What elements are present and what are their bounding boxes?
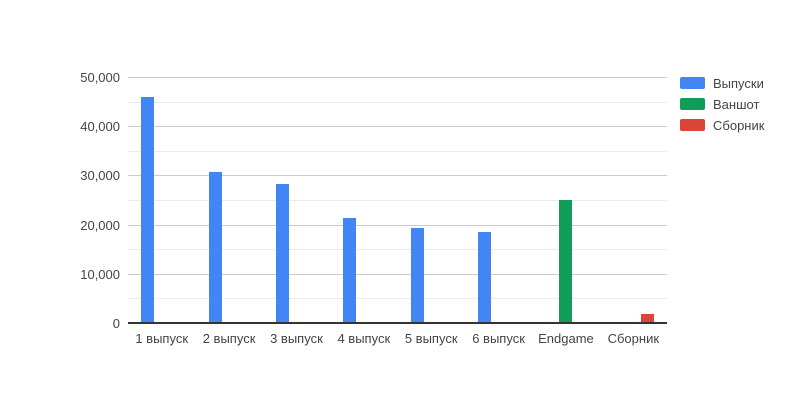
bar-Ваншот-Endgame[interactable] <box>559 200 573 323</box>
minor-gridline <box>128 249 667 251</box>
bar-Выпуски-2 выпуск[interactable] <box>208 171 222 323</box>
legend-swatch-icon <box>680 77 705 89</box>
y-tick-label: 40,000 <box>80 119 120 135</box>
y-tick-label: 20,000 <box>80 217 120 233</box>
plot-area <box>128 77 667 324</box>
x-tick-label: 3 выпуск <box>270 331 323 346</box>
major-gridline <box>128 126 667 128</box>
legend-label: Ваншот <box>713 96 760 112</box>
bar-Выпуски-3 выпуск[interactable] <box>275 184 289 323</box>
bar-Выпуски-6 выпуск[interactable] <box>478 232 492 323</box>
bar-Выпуски-1 выпуск[interactable] <box>141 97 155 323</box>
bar-Сборник-Сборник[interactable] <box>640 314 654 323</box>
legend-item-Ваншот[interactable]: Ваншот <box>680 94 764 114</box>
major-gridline <box>128 273 667 275</box>
x-tick-label: 1 выпуск <box>135 331 189 346</box>
legend-swatch-icon <box>680 119 705 131</box>
legend: Выпуски Ваншот Сборник <box>680 73 764 136</box>
bar-Выпуски-4 выпуск[interactable] <box>343 217 357 323</box>
y-tick-label: 50,000 <box>80 70 120 85</box>
x-axis-line <box>128 322 667 324</box>
x-tick-label: Endgame <box>538 331 594 346</box>
legend-swatch-icon <box>680 98 705 110</box>
x-tick-label: 6 выпуск <box>472 331 525 346</box>
y-tick-label: 30,000 <box>80 168 120 184</box>
major-gridline <box>128 77 667 78</box>
minor-gridline <box>128 101 667 103</box>
y-tick-label: 10,000 <box>80 266 120 282</box>
x-tick-label: 2 выпуск <box>202 331 256 346</box>
legend-label: Выпуски <box>713 75 764 91</box>
x-tick-label: 4 выпуск <box>337 331 391 346</box>
minor-gridline <box>128 298 667 300</box>
minor-gridline <box>128 150 667 152</box>
x-tick-label: 5 выпуск <box>404 331 458 346</box>
legend-item-Сборник[interactable]: Сборник <box>680 115 764 135</box>
minor-gridline <box>128 200 667 201</box>
bar-Выпуски-5 выпуск[interactable] <box>410 228 424 323</box>
legend-item-Выпуски[interactable]: Выпуски <box>680 73 764 93</box>
x-tick-label: Сборник <box>607 331 660 346</box>
legend-label: Сборник <box>713 117 765 133</box>
major-gridline <box>128 224 667 226</box>
major-gridline <box>128 175 667 177</box>
y-tick-label: 0 <box>112 316 120 331</box>
